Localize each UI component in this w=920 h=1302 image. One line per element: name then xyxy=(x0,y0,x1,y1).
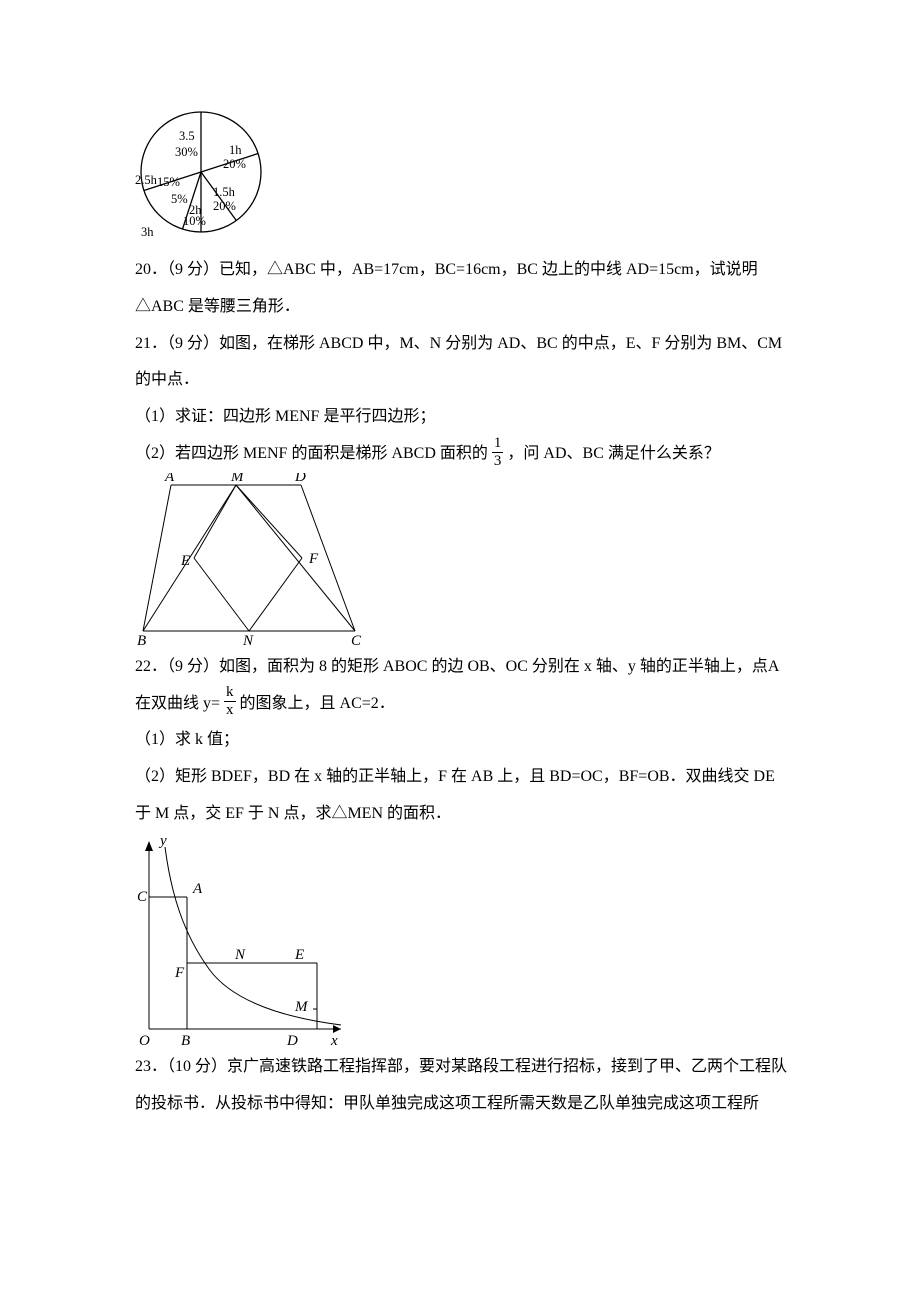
svg-text:E: E xyxy=(294,947,304,963)
svg-text:N: N xyxy=(234,947,246,963)
svg-text:D: D xyxy=(286,1033,298,1049)
svg-text:N: N xyxy=(242,633,254,649)
svg-text:M: M xyxy=(294,999,309,1015)
svg-text:F: F xyxy=(308,551,319,567)
svg-text:C: C xyxy=(137,889,148,905)
hyperbola-figure: y C A F N E M O B D x xyxy=(135,833,790,1049)
q22-line3: （2）矩形 BDEF，BD 在 x 轴的正半轴上，F 在 AB 上，且 BD=O… xyxy=(135,759,790,833)
svg-text:30%: 30% xyxy=(175,145,198,159)
q22-line2: （1）求 k 值； xyxy=(135,722,790,759)
svg-text:1.5h: 1.5h xyxy=(213,185,236,199)
svg-text:F: F xyxy=(174,965,185,981)
svg-text:O: O xyxy=(139,1033,150,1049)
svg-text:10%: 10% xyxy=(183,214,206,228)
svg-text:20%: 20% xyxy=(223,157,246,171)
fraction-one-third: 1 3 xyxy=(492,436,504,469)
svg-text:B: B xyxy=(181,1033,190,1049)
svg-text:20%: 20% xyxy=(213,199,236,213)
q23-line1: 23．（10 分）京广高速铁路工程指挥部，要对某路段工程进行招标，接到了甲、乙两… xyxy=(135,1049,790,1123)
trapezoid-figure: A M D E F B N C xyxy=(135,473,790,649)
svg-text:A: A xyxy=(164,473,175,485)
q22-line1-b: 的图象上，且 AC=2． xyxy=(240,695,395,712)
svg-text:1h: 1h xyxy=(229,143,242,157)
svg-text:2.5h: 2.5h xyxy=(135,173,158,187)
q22-line1: 22．（9 分）如图，面积为 8 的矩形 ABOC 的边 OB、OC 分别在 x… xyxy=(135,649,790,723)
svg-text:x: x xyxy=(330,1033,338,1049)
pie-chart-figure: 1h 20% 1.5h 20% 2h 10% 3h 5% 2.5h 15% 3.… xyxy=(135,100,790,252)
frac-den: x xyxy=(224,702,236,718)
svg-text:B: B xyxy=(137,633,146,649)
frac-den: 3 xyxy=(492,453,504,469)
svg-text:3.5: 3.5 xyxy=(179,129,195,143)
frac-num: k xyxy=(224,685,236,702)
svg-text:M: M xyxy=(230,473,245,485)
q21-line3: （2）若四边形 MENF 的面积是梯形 ABCD 面积的 1 3 ，问 AD、B… xyxy=(135,436,790,473)
svg-text:E: E xyxy=(180,553,190,569)
q21-line1: 21．（9 分）如图，在梯形 ABCD 中，M、N 分别为 AD、BC 的中点，… xyxy=(135,326,790,400)
svg-text:15%: 15% xyxy=(157,175,180,189)
svg-text:A: A xyxy=(192,881,203,897)
svg-text:3h: 3h xyxy=(141,225,154,239)
frac-num: 1 xyxy=(492,436,504,453)
svg-text:5%: 5% xyxy=(171,192,188,206)
svg-text:C: C xyxy=(351,633,362,649)
svg-text:y: y xyxy=(158,833,167,849)
q20-text: 20．（9 分）已知，△ABC 中，AB=17cm，BC=16cm，BC 边上的… xyxy=(135,252,790,326)
svg-text:D: D xyxy=(294,473,306,485)
q21-line2: （1）求证：四边形 MENF 是平行四边形； xyxy=(135,399,790,436)
q21-line3-a: （2）若四边形 MENF 的面积是梯形 ABCD 面积的 xyxy=(135,445,488,462)
q21-line3-b: ，问 AD、BC 满足什么关系？ xyxy=(507,445,719,462)
fraction-k-over-x: k x xyxy=(224,685,236,718)
